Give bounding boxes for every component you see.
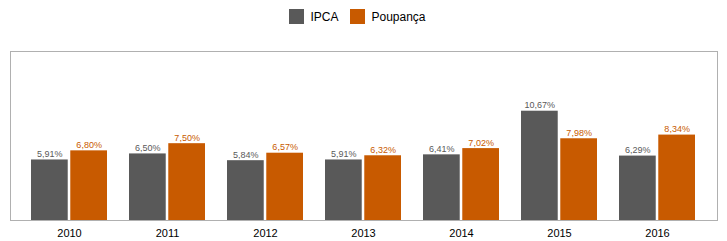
svg-text:6,29%: 6,29% — [625, 145, 651, 155]
svg-text:2015: 2015 — [547, 227, 571, 239]
svg-text:7,98%: 7,98% — [566, 128, 592, 138]
svg-text:6,41%: 6,41% — [429, 144, 455, 154]
svg-text:6,50%: 6,50% — [135, 143, 161, 153]
html-text:IPCA: IPCA — [310, 9, 339, 24]
svg-text:6,57%: 6,57% — [272, 142, 298, 152]
svg-text:2011: 2011 — [156, 227, 180, 239]
svg-text:6,80%: 6,80% — [76, 140, 102, 150]
svg-text:5,84%: 5,84% — [233, 150, 259, 160]
svg-text:8,34%: 8,34% — [664, 124, 690, 134]
svg-text:2010: 2010 — [57, 227, 81, 239]
svg-text:5,91%: 5,91% — [331, 149, 357, 159]
svg-text:6,32%: 6,32% — [370, 145, 396, 155]
svg-text:2013: 2013 — [351, 227, 375, 239]
html-text:Poupança: Poupança — [371, 9, 426, 24]
svg-text:5,91%: 5,91% — [37, 149, 63, 159]
svg-text:2016: 2016 — [645, 227, 669, 239]
svg-text:10,67%: 10,67% — [525, 100, 556, 110]
svg-text:7,02%: 7,02% — [468, 138, 494, 148]
svg-text:2014: 2014 — [449, 227, 473, 239]
svg-text:7,50%: 7,50% — [174, 133, 200, 143]
svg-text:2012: 2012 — [253, 227, 277, 239]
